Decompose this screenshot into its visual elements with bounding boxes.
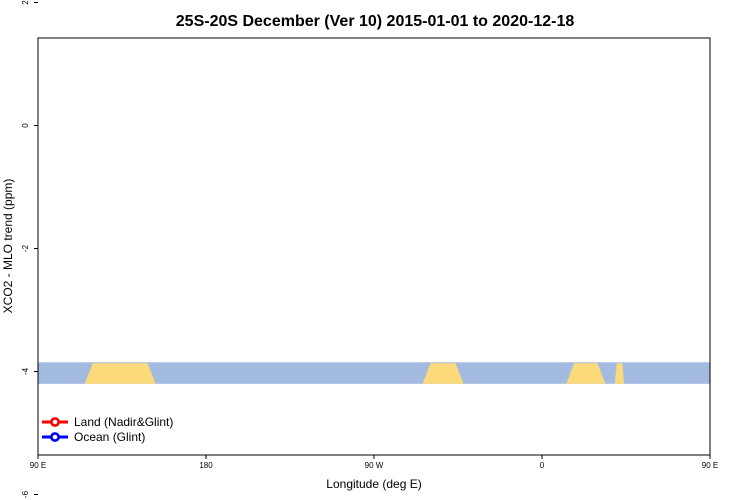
y-tick-label: -4 <box>21 367 30 375</box>
legend-label: Ocean (Glint) <box>74 430 145 444</box>
y-tick-label: 2 <box>21 0 30 5</box>
x-tick-label: 0 <box>540 461 545 470</box>
legend-marker <box>50 432 60 442</box>
legend-marker <box>50 417 60 427</box>
y-tick-label: -6 <box>21 490 30 498</box>
legend: Land (Nadir&Glint)Ocean (Glint) <box>42 415 173 444</box>
x-axis-label: Longitude (deg E) <box>326 477 421 491</box>
land-mask-segment <box>84 363 156 384</box>
x-tick-label: 90 E <box>702 461 718 470</box>
plot-frame <box>37 37 711 456</box>
x-axis: 90 E 180 90 W 0 90 E <box>30 455 718 470</box>
y-tick-label: 0 <box>21 123 30 128</box>
ocean-mask-band <box>38 362 710 384</box>
land-mask-segment <box>566 363 606 384</box>
y-axis: 2 0 -2 -4 -6 <box>21 0 38 498</box>
y-tick-label: -2 <box>21 244 30 252</box>
y-axis-label: XCO2 - MLO trend (ppm) <box>1 179 15 314</box>
land-mask-segment <box>614 363 625 384</box>
x-tick-label: 90 W <box>365 461 384 470</box>
x-tick-label: 180 <box>199 461 213 470</box>
land-mask-segment <box>422 363 464 384</box>
legend-label: Land (Nadir&Glint) <box>74 415 173 429</box>
chart-title: 25S-20S December (Ver 10) 2015-01-01 to … <box>176 13 575 30</box>
x-tick-label: 90 E <box>30 461 46 470</box>
land-ocean-mask <box>38 362 710 384</box>
